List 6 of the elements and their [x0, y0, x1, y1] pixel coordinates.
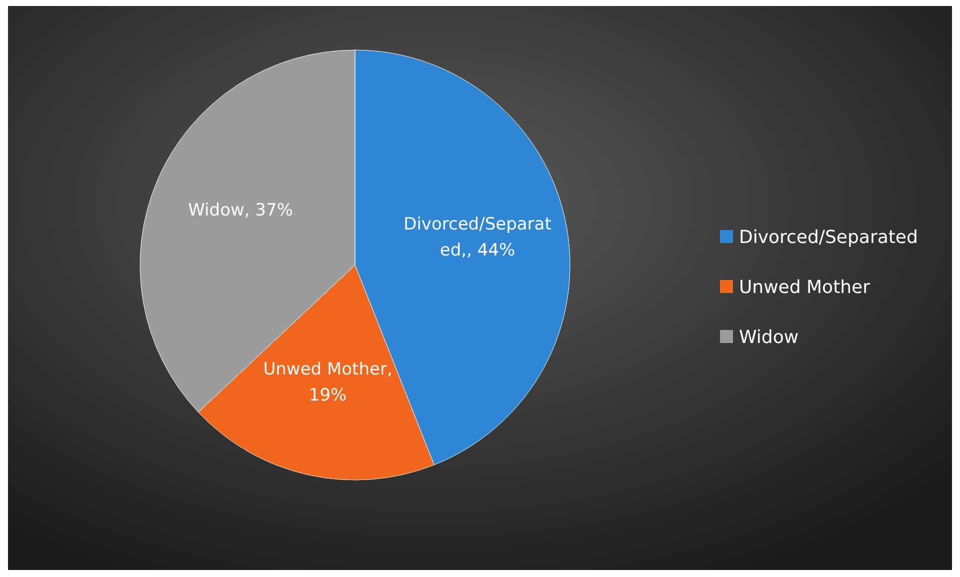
data-label: Widow, 37% — [188, 200, 293, 220]
legend-label: Widow — [739, 327, 799, 348]
legend-label: Unwed Mother — [739, 277, 871, 298]
data-label: Unwed Mother, 19% — [263, 360, 392, 406]
data-label: Divorced/Separated,, 44% — [404, 214, 552, 261]
slice-label: Divorced/Separated — [739, 227, 918, 248]
